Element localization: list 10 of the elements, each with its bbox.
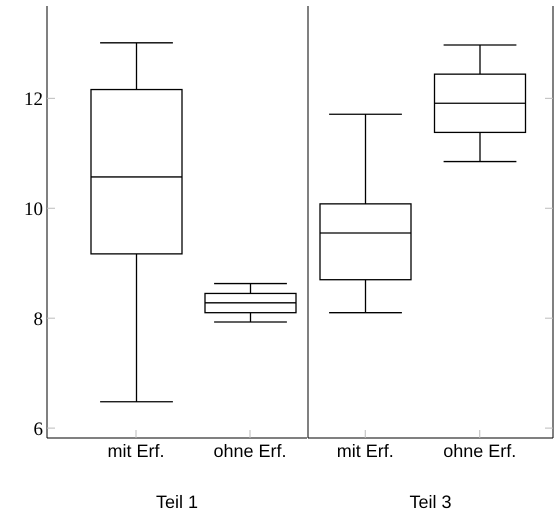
x-tick-label: mit Erf. — [108, 440, 164, 461]
y-tick-label: 6 — [34, 418, 43, 440]
x-axis-title: Teil 3 — [409, 492, 452, 512]
y-tick-label: 12 — [24, 89, 43, 110]
x-tick-label: ohne Erf. — [213, 440, 287, 461]
y-tick-label: 10 — [24, 199, 43, 220]
x-tick-label: ohne Erf. — [443, 440, 516, 461]
x-tick-label: mit Erf. — [336, 440, 394, 461]
y-tick-label: 8 — [34, 308, 43, 330]
x-axis-title: Teil 1 — [156, 492, 198, 512]
